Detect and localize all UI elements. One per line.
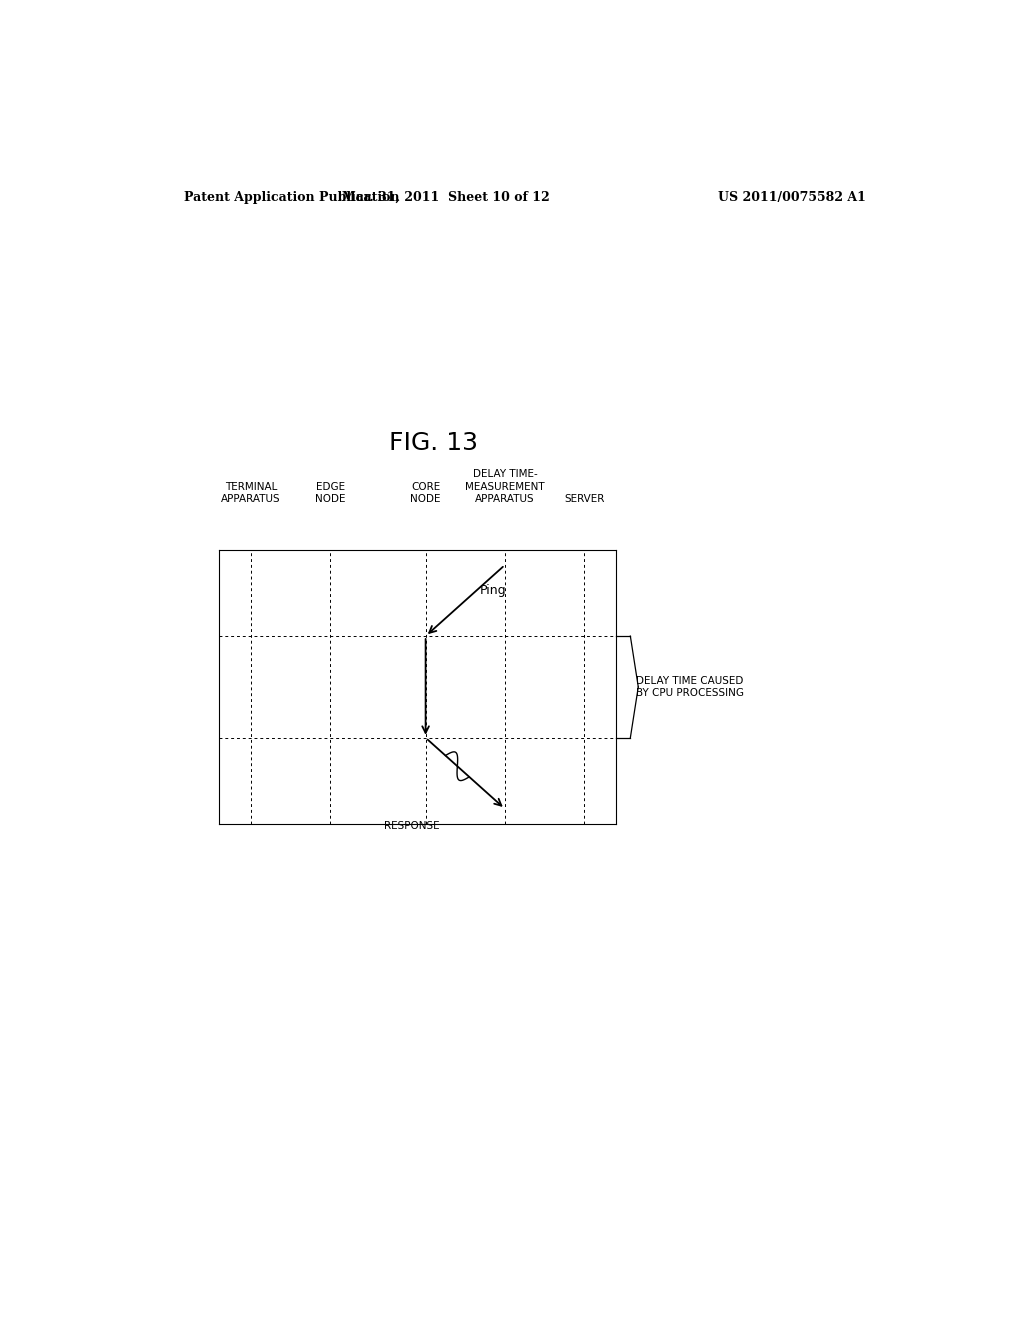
Text: EDGE
NODE: EDGE NODE <box>315 482 346 504</box>
Text: CORE
NODE: CORE NODE <box>411 482 441 504</box>
Text: US 2011/0075582 A1: US 2011/0075582 A1 <box>718 190 866 203</box>
Text: SERVER: SERVER <box>564 494 604 504</box>
Text: Patent Application Publication: Patent Application Publication <box>183 190 399 203</box>
Text: DELAY TIME-
MEASUREMENT
APPARATUS: DELAY TIME- MEASUREMENT APPARATUS <box>465 469 545 504</box>
Text: DELAY TIME CAUSED
BY CPU PROCESSING: DELAY TIME CAUSED BY CPU PROCESSING <box>636 676 743 698</box>
Text: Mar. 31, 2011  Sheet 10 of 12: Mar. 31, 2011 Sheet 10 of 12 <box>342 190 549 203</box>
Text: Ping: Ping <box>479 583 506 597</box>
Text: FIG. 13: FIG. 13 <box>389 432 478 455</box>
Text: RESPONSE: RESPONSE <box>384 821 439 832</box>
Text: TERMINAL
APPARATUS: TERMINAL APPARATUS <box>221 482 281 504</box>
